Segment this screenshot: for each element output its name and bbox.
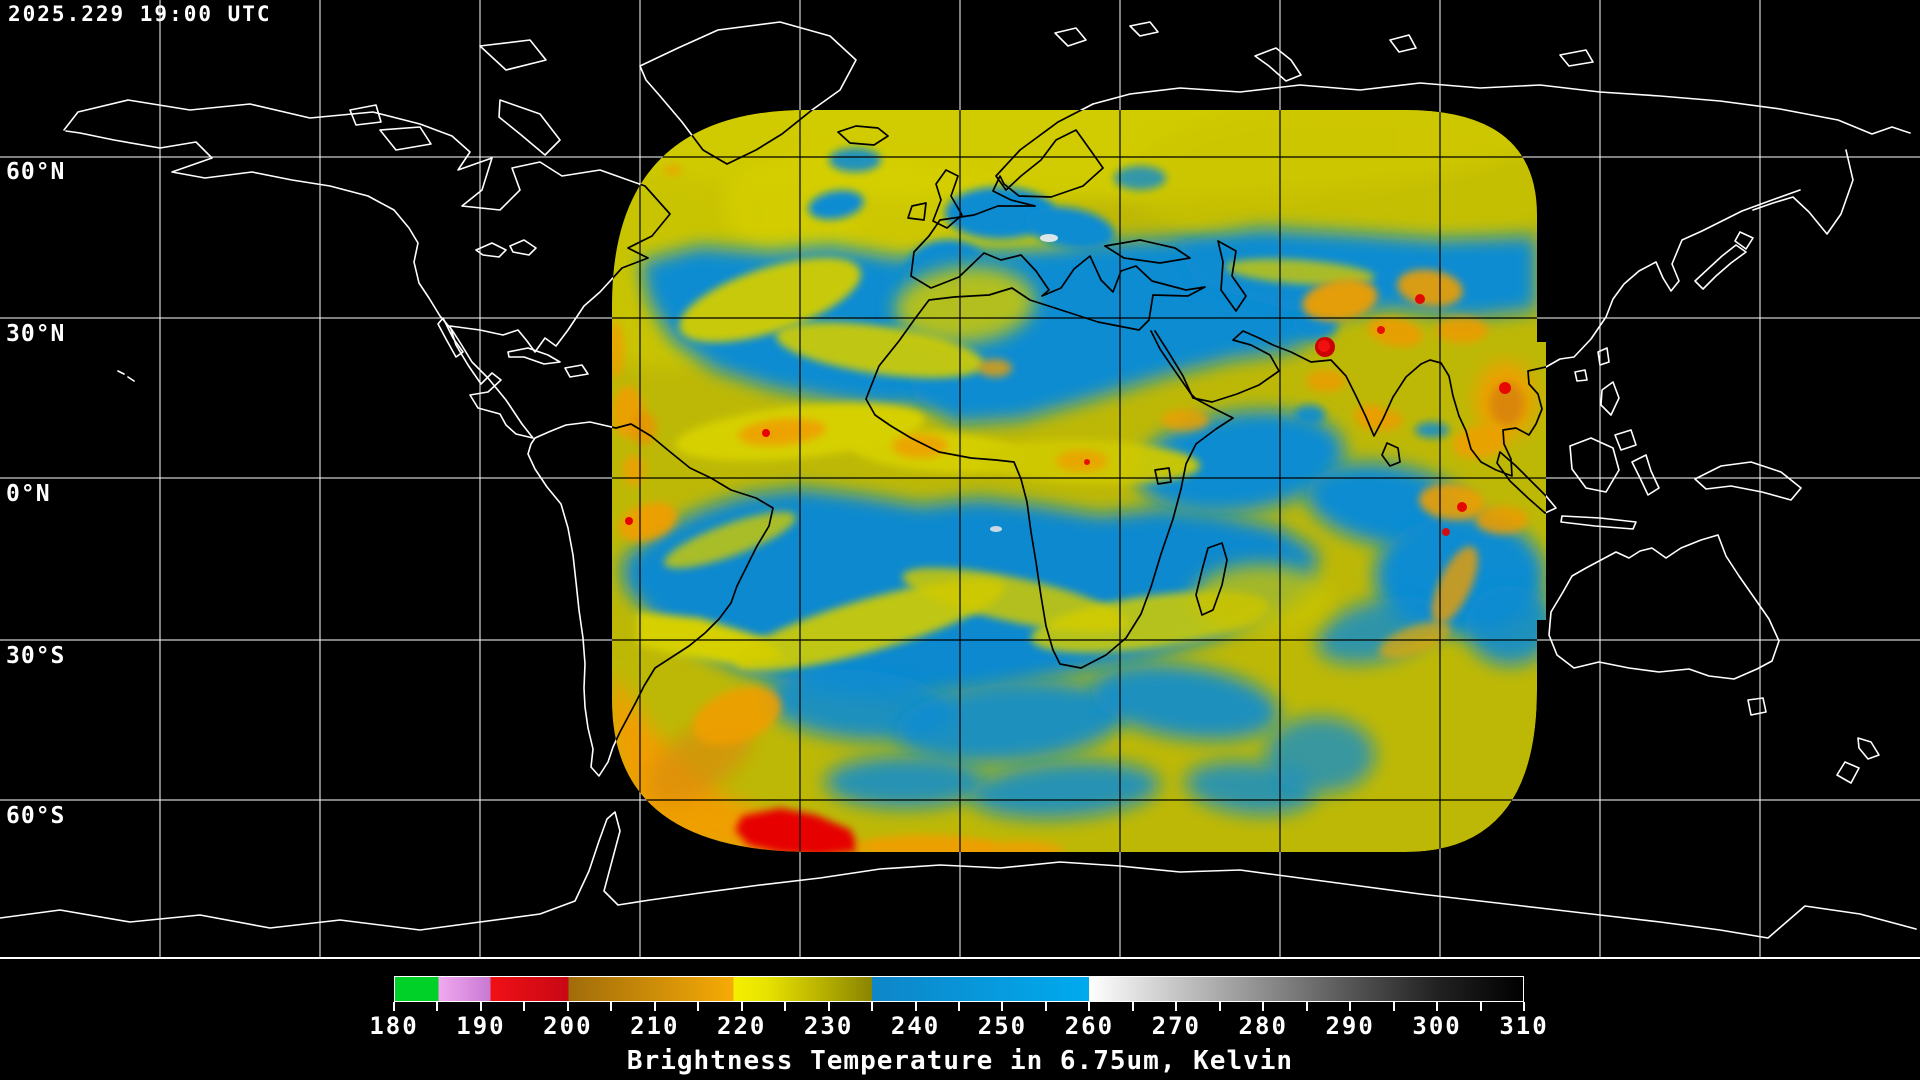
lat-label: 60°S	[6, 803, 66, 829]
lat-label: 30°N	[6, 321, 66, 347]
lat-label: 30°S	[6, 643, 66, 669]
satellite-swath	[612, 110, 1546, 852]
timestamp: 2025.229 19:00 UTC	[8, 2, 272, 26]
lat-label: 0°N	[6, 481, 51, 507]
lat-label: 60°N	[6, 159, 66, 185]
